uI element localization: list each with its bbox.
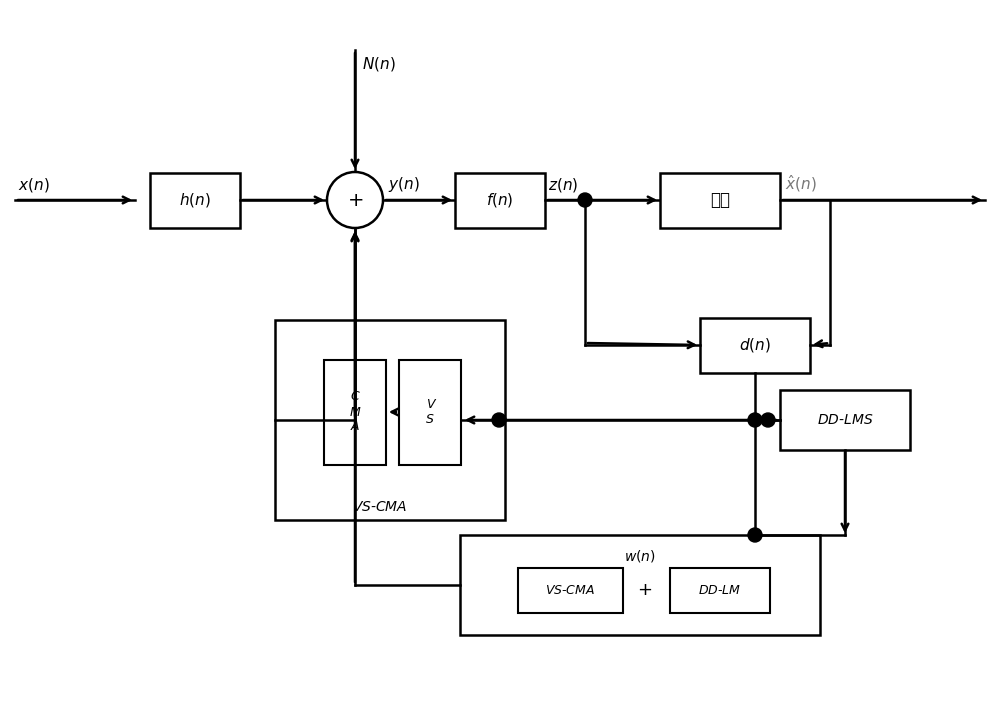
Text: $y(n)$: $y(n)$	[388, 175, 420, 194]
Text: $x(n)$: $x(n)$	[18, 176, 50, 194]
Text: $DD$-$LMS$: $DD$-$LMS$	[817, 413, 873, 427]
Text: $d(n)$: $d(n)$	[739, 336, 771, 354]
Bar	[324, 359, 386, 464]
Text: 判决: 判决	[710, 191, 730, 209]
Text: V
S: V S	[426, 398, 434, 426]
Text: $VS$-$CMA$: $VS$-$CMA$	[352, 500, 408, 514]
Text: $\hat{x}(n)$: $\hat{x}(n)$	[785, 173, 817, 194]
Bar	[670, 567, 770, 613]
Bar	[150, 173, 240, 227]
Text: $z(n)$: $z(n)$	[548, 176, 578, 194]
Bar	[460, 535, 820, 635]
Bar	[780, 390, 910, 450]
Bar	[275, 320, 505, 520]
Circle shape	[748, 528, 762, 542]
Bar	[455, 173, 545, 227]
Text: $N(n)$: $N(n)$	[362, 55, 396, 73]
Circle shape	[748, 413, 762, 427]
Text: $+$: $+$	[347, 190, 363, 209]
Text: $DD$-$LM$: $DD$-$LM$	[698, 584, 742, 596]
Circle shape	[492, 413, 506, 427]
Text: $w(n)$: $w(n)$	[624, 548, 656, 564]
Text: $h(n)$: $h(n)$	[179, 191, 211, 209]
Bar	[660, 173, 780, 227]
Text: C
M
A: C M A	[350, 391, 360, 434]
Text: $VS$-$CMA$: $VS$-$CMA$	[545, 584, 595, 596]
Text: $f(n)$: $f(n)$	[486, 191, 514, 209]
Bar	[518, 567, 622, 613]
Bar	[700, 317, 810, 373]
Circle shape	[327, 172, 383, 228]
Circle shape	[761, 413, 775, 427]
Circle shape	[578, 193, 592, 207]
Bar	[399, 359, 461, 464]
Text: $+$: $+$	[637, 581, 653, 599]
